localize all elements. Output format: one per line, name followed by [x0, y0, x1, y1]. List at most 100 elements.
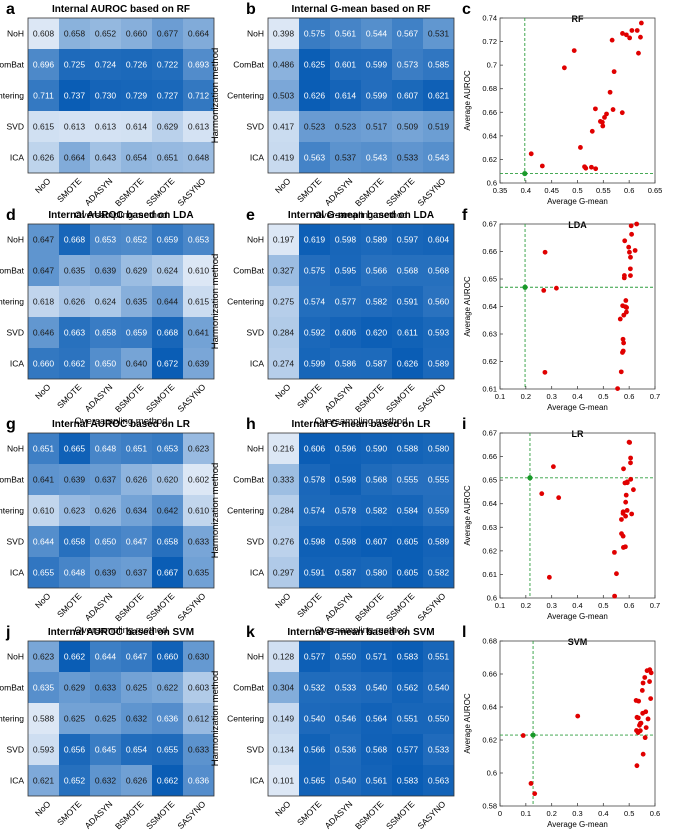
cell-value: 0.592: [304, 328, 326, 338]
cell-value: 0.653: [95, 235, 117, 245]
cell-value: 0.614: [335, 91, 357, 101]
heatmap-cell: [268, 672, 299, 703]
x-tick-label: 0.65: [648, 186, 663, 195]
cell-value: 0.648: [188, 153, 210, 163]
heatmap-cell: [121, 255, 152, 286]
cell-value: 0.618: [33, 297, 55, 307]
heatmap-cell: [90, 765, 121, 796]
cell-value: 0.662: [157, 776, 179, 786]
heatmap-cell: [59, 224, 90, 255]
heatmap-cell: [59, 641, 90, 672]
data-point: [644, 668, 650, 674]
scatter-ylabel: Average AUROC: [463, 693, 472, 754]
cell-value: 0.626: [126, 776, 148, 786]
cell-value: 0.651: [33, 444, 55, 454]
row-label: SVD: [7, 745, 24, 755]
cell-value: 0.275: [273, 297, 295, 307]
reference-point: [522, 284, 528, 290]
heatmap-cell: [90, 672, 121, 703]
heatmap-xlabel: Oversampling method: [75, 625, 168, 636]
heatmap-cell: [183, 765, 214, 796]
data-point: [623, 298, 629, 303]
x-tick-label: 0.6: [624, 601, 634, 610]
cell-value: 0.598: [335, 475, 357, 485]
heatmap-cell: [268, 317, 299, 348]
cell-value: 0.602: [188, 475, 210, 485]
cell-value: 0.134: [273, 745, 295, 755]
y-tick-label: 0.6: [487, 594, 497, 603]
data-point: [539, 163, 545, 169]
cell-value: 0.555: [428, 475, 450, 485]
heatmap-cell: [90, 80, 121, 111]
y-tick-label: 0.67: [482, 220, 497, 229]
x-tick-label: 0.6: [624, 392, 634, 401]
y-tick-label: 0.62: [482, 546, 497, 555]
row-label: ComBat: [0, 266, 25, 276]
col-label: NoO: [33, 799, 53, 819]
col-label: SSMOTE: [384, 799, 417, 831]
heatmap-cell: [152, 765, 183, 796]
cell-value: 0.589: [428, 359, 450, 369]
heatmap-cell: [59, 255, 90, 286]
cell-value: 0.327: [273, 266, 295, 276]
cell-value: 0.725: [64, 60, 86, 70]
row-label: NoH: [7, 235, 24, 245]
row-label: NoH: [7, 652, 24, 662]
heatmap-cell: [299, 49, 330, 80]
heatmap-cell: [361, 224, 392, 255]
heatmap-title: Internal AUROC based on SVM: [48, 627, 194, 638]
heatmap-cell: [423, 734, 454, 765]
col-label: ADASYN: [83, 176, 115, 208]
cell-value: 0.626: [397, 359, 419, 369]
row-label: NoH: [7, 444, 24, 454]
heatmap-frame: [27, 640, 215, 797]
panel-letter: f: [462, 207, 468, 224]
cell-value: 0.591: [304, 568, 326, 578]
heatmap-cell: [28, 641, 59, 672]
data-point: [550, 464, 556, 470]
x-tick-label: 0.2: [521, 392, 531, 401]
data-point: [532, 791, 538, 797]
y-tick-label: 0.64: [482, 302, 497, 311]
row-label: ComBat: [233, 683, 264, 693]
heatmap-cell: [392, 641, 423, 672]
heatmap-cell: [330, 734, 361, 765]
data-point: [583, 165, 589, 171]
reference-point: [527, 475, 533, 481]
cell-value: 0.536: [335, 745, 357, 755]
data-point: [628, 273, 633, 278]
heatmap-cell: [361, 49, 392, 80]
heatmap-cell: [121, 286, 152, 317]
data-point: [554, 285, 559, 291]
heatmap-d: d Internal AUROC based on LDA 0.647 0.668 0.…: [0, 207, 215, 427]
data-point: [643, 725, 649, 731]
cell-value: 0.531: [428, 29, 450, 39]
heatmap-cell: [121, 464, 152, 495]
data-point: [620, 336, 626, 342]
x-tick-label: 0.6: [650, 809, 660, 818]
heatmap-cell: [121, 641, 152, 672]
scatter-c: c RF 0.35 0.4 0.45 0.5 0.55 0.6 0.65 0.6 0.62 0.64 0…: [462, 1, 662, 206]
cell-value: 0.598: [304, 537, 326, 547]
cell-value: 0.636: [188, 776, 210, 786]
data-point: [633, 698, 639, 703]
heatmap-title: Internal G-mean based on RF: [292, 4, 431, 15]
heatmap-cell: [392, 672, 423, 703]
cell-value: 0.643: [95, 153, 117, 163]
heatmap-cell: [268, 80, 299, 111]
heatmap-cell: [392, 142, 423, 173]
data-point: [542, 369, 548, 375]
cell-value: 0.584: [397, 506, 419, 516]
x-tick-label: 0.5: [598, 601, 608, 610]
data-point: [620, 509, 626, 515]
data-point: [628, 455, 633, 461]
heatmap-cell: [121, 433, 152, 464]
cell-value: 0.591: [397, 297, 419, 307]
row-label: ComBat: [0, 475, 25, 485]
heatmap-cell: [330, 49, 361, 80]
heatmap-xlabel: Oversampling method: [75, 210, 168, 221]
heatmap-cell: [268, 18, 299, 49]
heatmap-cell: [28, 734, 59, 765]
heatmap-cell: [28, 348, 59, 379]
panel-letter: d: [6, 207, 16, 224]
